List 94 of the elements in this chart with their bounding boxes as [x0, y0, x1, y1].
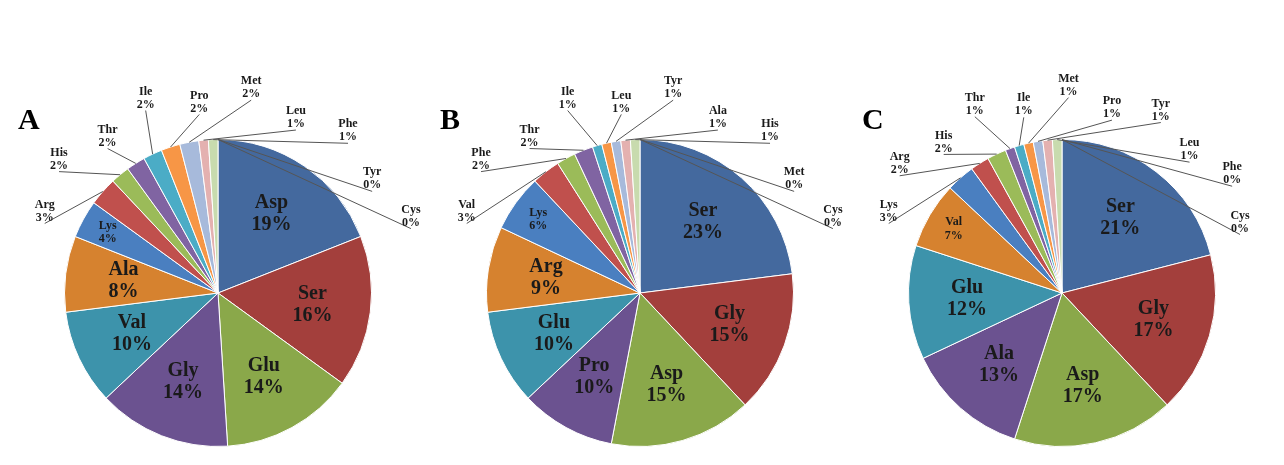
text: A: [18, 101, 40, 135]
slice-label: Arg: [34, 196, 55, 211]
data-label: 14%: [243, 374, 284, 397]
slice-label: Ser: [1105, 193, 1135, 216]
data-label: 9%: [531, 276, 561, 299]
slice-label: Leu: [285, 103, 307, 118]
data-label: 1%: [708, 116, 727, 131]
slice-label: Glu: [247, 352, 280, 375]
slice-label: Leu: [611, 87, 632, 102]
category-label: Met: [783, 164, 805, 179]
slice-label: Pro: [190, 87, 209, 102]
data-label: 15%: [709, 323, 750, 346]
slice-label: Phe: [471, 144, 492, 159]
slice-label: His: [50, 144, 69, 159]
data-label: 1%: [1059, 83, 1078, 98]
slice-label: Ile: [1017, 90, 1032, 105]
slice-label: Lys: [529, 204, 548, 219]
slice-label: Leu: [1179, 135, 1200, 150]
slice-label: Ser: [688, 197, 718, 220]
data-label: 2%: [520, 134, 539, 149]
slice-label: Lys: [879, 196, 899, 211]
slice-label: Pro: [578, 352, 610, 375]
slice-label: Phe: [338, 116, 359, 131]
slice-label: Pro: [1102, 93, 1122, 108]
slice-label: Ile: [139, 83, 153, 98]
slice-label: Thr: [964, 89, 986, 104]
slice-label: Lys: [98, 217, 118, 232]
slice-label: Val: [117, 309, 147, 332]
data-label: 1%: [1102, 106, 1121, 121]
data-label: 1%: [1014, 103, 1033, 118]
data-label: 19%: [251, 212, 292, 235]
category-label: Tyr: [362, 164, 382, 179]
data-label: 4%: [98, 231, 117, 246]
category-label: Cys: [401, 201, 421, 216]
slice-label: Ala: [708, 103, 727, 118]
category-label: Cys: [823, 201, 843, 216]
slice-label: Thr: [519, 121, 541, 136]
data-label: 2%: [136, 96, 155, 111]
data-label: 1%: [965, 102, 984, 117]
data-label: 8%: [108, 279, 139, 302]
data-label: 2%: [190, 100, 209, 115]
slice-label: Thr: [97, 121, 119, 136]
slice-label: Met: [1058, 70, 1079, 85]
text: B: [440, 101, 461, 135]
data-label: 1%: [339, 129, 358, 144]
slice-label: Ala: [984, 340, 1015, 363]
category-label: Phe: [1222, 159, 1242, 174]
slice-label: Gly: [1137, 295, 1169, 319]
slice-label: Val: [458, 196, 476, 211]
slice-label: Ala: [108, 257, 139, 280]
slice-label: His: [761, 116, 780, 131]
data-label: 2%: [934, 140, 953, 155]
data-label: 12%: [947, 297, 988, 320]
data-label: 10%: [574, 374, 615, 397]
slice-label: Glu: [537, 309, 571, 332]
slice-label: Asp: [254, 190, 289, 214]
data-label: 13%: [979, 362, 1020, 385]
data-label: 1%: [761, 129, 780, 144]
data-label: 1%: [1180, 148, 1199, 163]
category-label: Cys: [1230, 207, 1250, 222]
data-label: 23%: [682, 219, 723, 242]
slice-label: Arg: [889, 148, 910, 163]
data-label: 1%: [664, 86, 683, 101]
text: 0%: [1223, 172, 1242, 187]
slice-label: Ser: [297, 281, 327, 304]
data-label: 21%: [1100, 215, 1141, 238]
data-label: 1%: [558, 96, 577, 111]
slice-label: Val: [945, 214, 963, 229]
text: 0%: [785, 177, 804, 192]
slice-label: Gly: [167, 357, 199, 381]
data-label: 2%: [472, 157, 491, 172]
data-label: 10%: [111, 331, 152, 354]
slice-label: His: [935, 127, 953, 142]
data-label: 2%: [50, 157, 69, 172]
data-label: 1%: [286, 116, 305, 131]
slice-label: Tyr: [663, 73, 684, 88]
slice-label: Tyr: [1151, 95, 1171, 110]
slice-label: Glu: [950, 275, 984, 298]
data-label: 2%: [98, 134, 117, 149]
data-label: 10%: [533, 331, 574, 354]
slice-label: Met: [240, 73, 262, 88]
data-label: 17%: [1062, 384, 1103, 407]
slice-label: Asp: [649, 360, 684, 384]
data-label: 16%: [292, 303, 333, 326]
text: 0%: [363, 177, 382, 192]
data-label: 7%: [944, 227, 963, 242]
slice-label: Arg: [529, 254, 563, 278]
data-label: 2%: [242, 86, 261, 101]
slice-label: Ile: [561, 83, 575, 98]
text: C: [862, 101, 884, 135]
data-label: 3%: [457, 209, 476, 224]
slice-label: Asp: [1066, 362, 1100, 386]
slice-label: Gly: [713, 301, 746, 325]
data-label: 1%: [612, 100, 631, 115]
